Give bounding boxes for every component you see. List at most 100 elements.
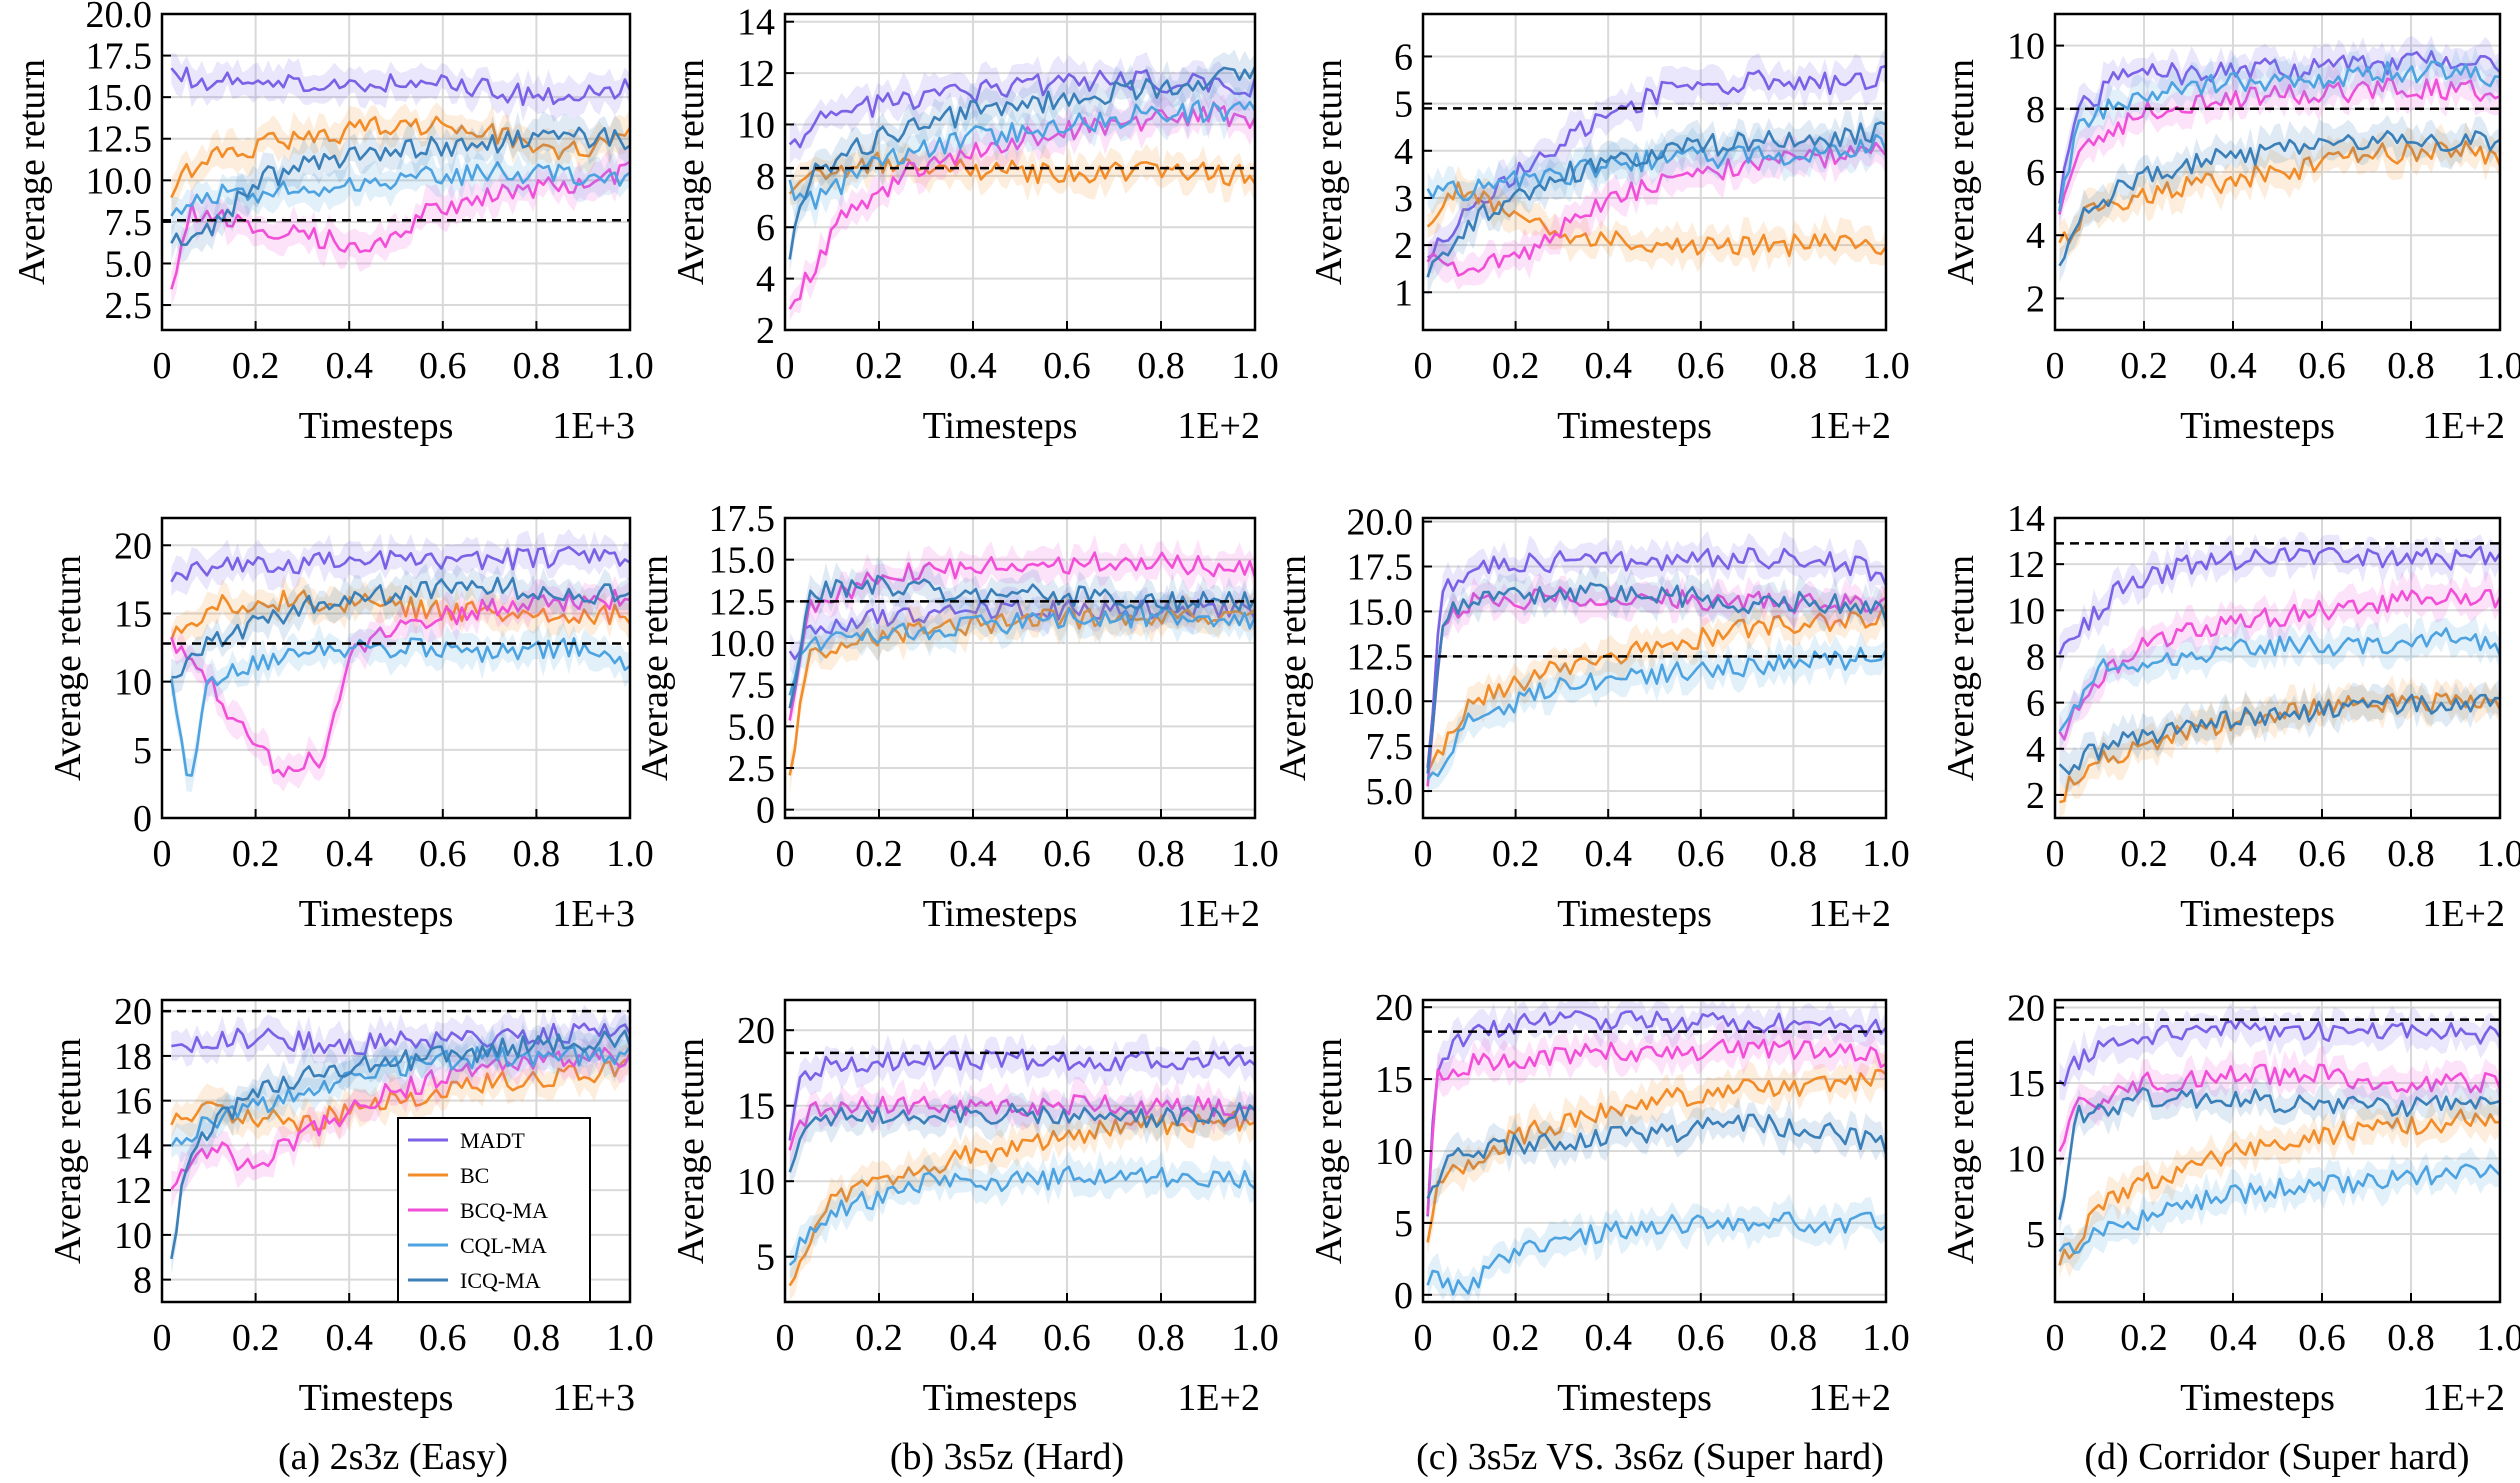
band-madt: [2059, 531, 2500, 674]
y-tick-label: 6: [2026, 683, 2045, 725]
x-axis-label: Timesteps: [1557, 893, 1712, 935]
legend-label-icq-ma: ICQ-MA: [460, 1268, 541, 1293]
x-tick-label: 0.6: [1677, 345, 1725, 387]
x-tick-label: 0.8: [1770, 345, 1818, 387]
band-bc: [2059, 1094, 2500, 1279]
x-tick-label: 0: [153, 1317, 172, 1359]
line-bc: [788, 151, 1257, 195]
panel-d3: 0 0.2 0.4 0.6 0.8 1.0 5 10 15 20 Timesteps 1E+2 Aver…: [1940, 988, 2520, 1419]
y-tick-label: 10: [737, 1161, 775, 1203]
y-tick-label: 15.0: [1347, 591, 1414, 633]
x-tick-label: 1.0: [1862, 1317, 1910, 1359]
x-tick-label: 0.2: [1492, 1317, 1540, 1359]
x-tick-label: 0.4: [949, 1317, 997, 1359]
line-cql-ma: [788, 99, 1257, 210]
line-cql-ma: [1426, 1211, 1887, 1296]
line-bc: [2058, 140, 2502, 245]
legend-label-cql-ma: CQL-MA: [460, 1233, 547, 1258]
line-icq-ma: [170, 126, 631, 246]
y-tick-label: 15: [1375, 1059, 1413, 1101]
x-tick-label: 0.8: [2387, 1317, 2435, 1359]
y-tick-label: 17.5: [86, 36, 153, 78]
panel-d1: 0 0.2 0.4 0.6 0.8 1.0 2 4 6 8 10 Timesteps 1E+2 Avera…: [1940, 12, 2520, 447]
x-tick-label: 0.6: [1043, 833, 1091, 875]
axes-frame: [1421, 12, 1888, 332]
x-axis-label: Timesteps: [299, 1377, 454, 1419]
x-tick-label: 1.0: [2476, 1317, 2520, 1359]
y-tick-label: 10.0: [709, 623, 776, 665]
band-bcq-ma: [789, 89, 1255, 321]
line-bcq-ma: [2058, 77, 2501, 215]
y-tick-label: 5.0: [1366, 771, 1414, 813]
y-tick-label: 10.0: [86, 160, 153, 202]
line-icq-ma: [1426, 1113, 1888, 1199]
line-bcq-ma: [170, 160, 631, 290]
line-bc: [1426, 1069, 1887, 1243]
band-icq-ma: [1427, 1096, 1886, 1213]
line-cql-ma: [2058, 627, 2502, 733]
band-madt: [171, 528, 631, 596]
y-tick-label: 16: [114, 1081, 152, 1123]
band-madt: [1427, 47, 1886, 274]
y-tick-label: 8: [133, 1260, 152, 1302]
band-icq-ma: [171, 111, 631, 263]
x-tick-label: 0.2: [232, 345, 280, 387]
band-bc: [1427, 585, 1886, 784]
y-axis-label: Average return: [1308, 59, 1350, 285]
x-axis-label: Timesteps: [923, 405, 1078, 447]
x-tick-label: 0.2: [232, 1317, 280, 1359]
x-tick-label: 0.8: [1137, 345, 1185, 387]
x-axis-label: Timesteps: [2180, 1377, 2335, 1419]
line-cql-ma: [170, 637, 631, 777]
x-tick-label: 0.4: [2209, 345, 2257, 387]
band-madt: [2059, 35, 2500, 224]
line-bc: [170, 115, 632, 199]
line-icq-ma: [2058, 1086, 2501, 1220]
y-tick-label: 2: [1394, 225, 1413, 267]
y-tick-label: 5: [1394, 1203, 1413, 1245]
line-bcq-ma: [788, 551, 1257, 721]
line-madt: [788, 69, 1257, 149]
line-icq-ma: [788, 1102, 1256, 1173]
x-tick-label: 0.6: [2298, 345, 2346, 387]
x-tick-label: 0.2: [855, 833, 903, 875]
x-axis-label: Timesteps: [2180, 893, 2335, 935]
y-tick-label: 15: [737, 1086, 775, 1128]
band-madt: [789, 1032, 1255, 1160]
y-tick-label: 12: [114, 1170, 152, 1212]
y-axis-label: Average return: [670, 1038, 712, 1264]
line-cql-ma: [170, 1045, 632, 1148]
line-bc: [1426, 181, 1888, 258]
x-scale-label: 1E+3: [552, 893, 635, 935]
line-madt: [788, 1048, 1256, 1141]
y-tick-label: 7.5: [1366, 726, 1414, 768]
y-tick-label: 20: [2007, 988, 2045, 1030]
band-icq-ma: [2059, 114, 2500, 283]
x-tick-label: 0.8: [513, 833, 561, 875]
y-tick-label: 14: [2007, 498, 2045, 540]
line-icq-ma: [1426, 582, 1888, 774]
axes-frame: [160, 516, 632, 820]
x-tick-label: 0.2: [2120, 345, 2168, 387]
y-tick-label: 12: [2007, 544, 2045, 586]
panel-a2: 0 0.2 0.4 0.6 0.8 1.0 0 5 10 15 20 Timesteps 1E+3 Ave…: [47, 516, 654, 935]
line-bcq-ma: [2058, 587, 2502, 741]
y-tick-label: 8: [2026, 636, 2045, 678]
band-icq-ma: [171, 1014, 631, 1275]
band-cql-ma: [171, 146, 631, 236]
axes-frame: [783, 516, 1257, 820]
line-madt: [1426, 547, 1888, 768]
y-tick-label: 10: [1375, 1131, 1413, 1173]
y-tick-label: 2.5: [728, 748, 776, 790]
y-tick-label: 12.5: [1347, 636, 1414, 678]
y-tick-label: 14: [737, 2, 775, 44]
y-tick-label: 18: [114, 1036, 152, 1078]
axes-frame: [1421, 516, 1888, 820]
band-bc: [789, 590, 1255, 795]
band-bcq-ma: [789, 1076, 1255, 1168]
y-axis-label: Average return: [634, 555, 676, 781]
y-tick-label: 20: [114, 525, 152, 567]
line-cql-ma: [2058, 60, 2501, 212]
band-bcq-ma: [789, 534, 1255, 732]
y-tick-label: 0: [756, 790, 775, 832]
